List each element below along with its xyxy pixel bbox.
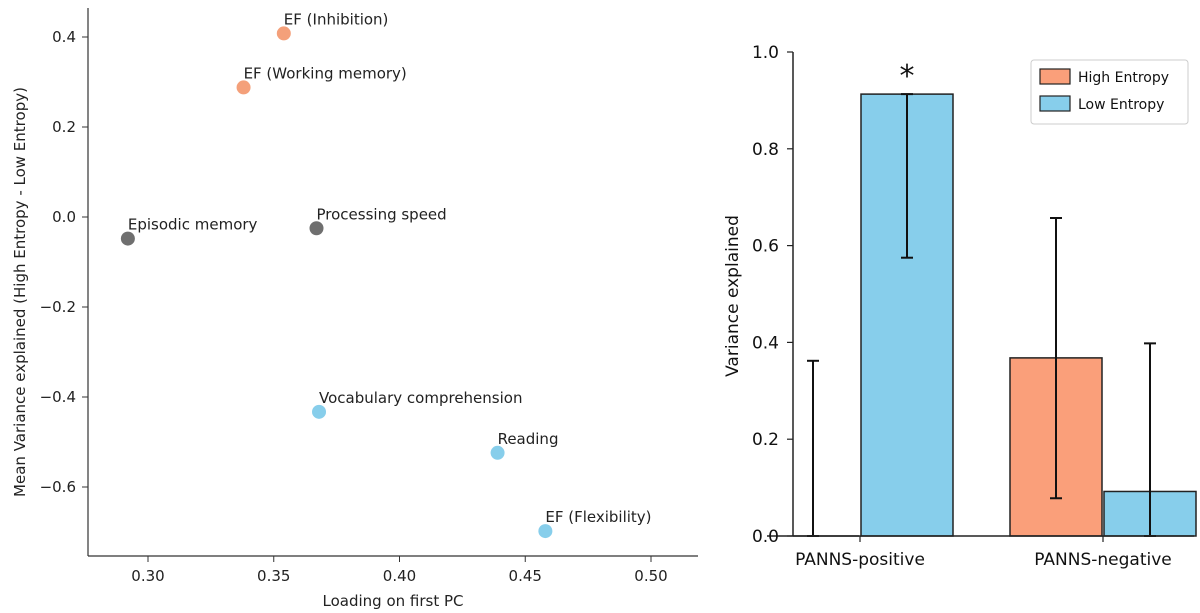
significance-star: *	[900, 59, 915, 94]
y-tick-label: 0.2	[752, 430, 779, 450]
x-tick-label: PANNS-positive	[795, 550, 925, 570]
data-point	[236, 80, 251, 95]
y-tick-label: 0.0	[752, 527, 779, 547]
point-label: EF (Working memory)	[244, 64, 407, 82]
data-point	[120, 231, 135, 246]
y-tick-label: 0.4	[52, 28, 76, 46]
y-axis-label: Variance explained	[723, 215, 743, 377]
y-tick-label: 0.4	[752, 333, 779, 353]
x-tick-label: 0.45	[509, 567, 542, 585]
y-tick-label: −0.4	[40, 388, 76, 406]
legend-swatch	[1039, 95, 1071, 112]
point-label: Processing speed	[317, 205, 447, 223]
y-axis-label: Mean Variance explained (High Entropy - …	[11, 87, 29, 497]
x-tick-label: 0.30	[131, 567, 164, 585]
x-tick-label: 0.40	[383, 567, 416, 585]
point-label: Reading	[498, 430, 559, 448]
data-point	[309, 221, 324, 236]
x-tick-label: 0.50	[634, 567, 667, 585]
data-point	[312, 404, 327, 419]
data-point	[276, 26, 291, 41]
point-label: EF (Flexibility)	[545, 508, 651, 526]
point-label: Episodic memory	[128, 216, 258, 234]
legend-label: High Entropy	[1078, 70, 1169, 86]
data-point	[538, 524, 553, 539]
y-tick-label: −0.2	[40, 298, 76, 316]
x-axis-label: Loading on first PC	[323, 592, 464, 610]
y-tick-label: −0.6	[40, 478, 76, 496]
legend-swatch	[1039, 68, 1071, 85]
y-tick-label: 1.0	[752, 43, 779, 63]
x-tick-label: 0.35	[257, 567, 290, 585]
x-tick-label: PANNS-negative	[1034, 550, 1172, 570]
y-tick-label: 0.0	[52, 208, 76, 226]
y-tick-label: 0.2	[52, 118, 76, 136]
y-tick-label: 0.6	[752, 237, 779, 257]
legend-label: Low Entropy	[1078, 97, 1164, 113]
scatter-chart: 0.30 0.35 0.40 0.45 0.50 0.4 0.2 0.0 −0.2 −0.4 −0.…	[11, 8, 698, 610]
data-point	[490, 445, 505, 460]
y-tick-label: 0.8	[752, 140, 779, 160]
point-label: EF (Inhibition)	[284, 10, 389, 28]
point-label: Vocabulary comprehension	[319, 389, 522, 407]
